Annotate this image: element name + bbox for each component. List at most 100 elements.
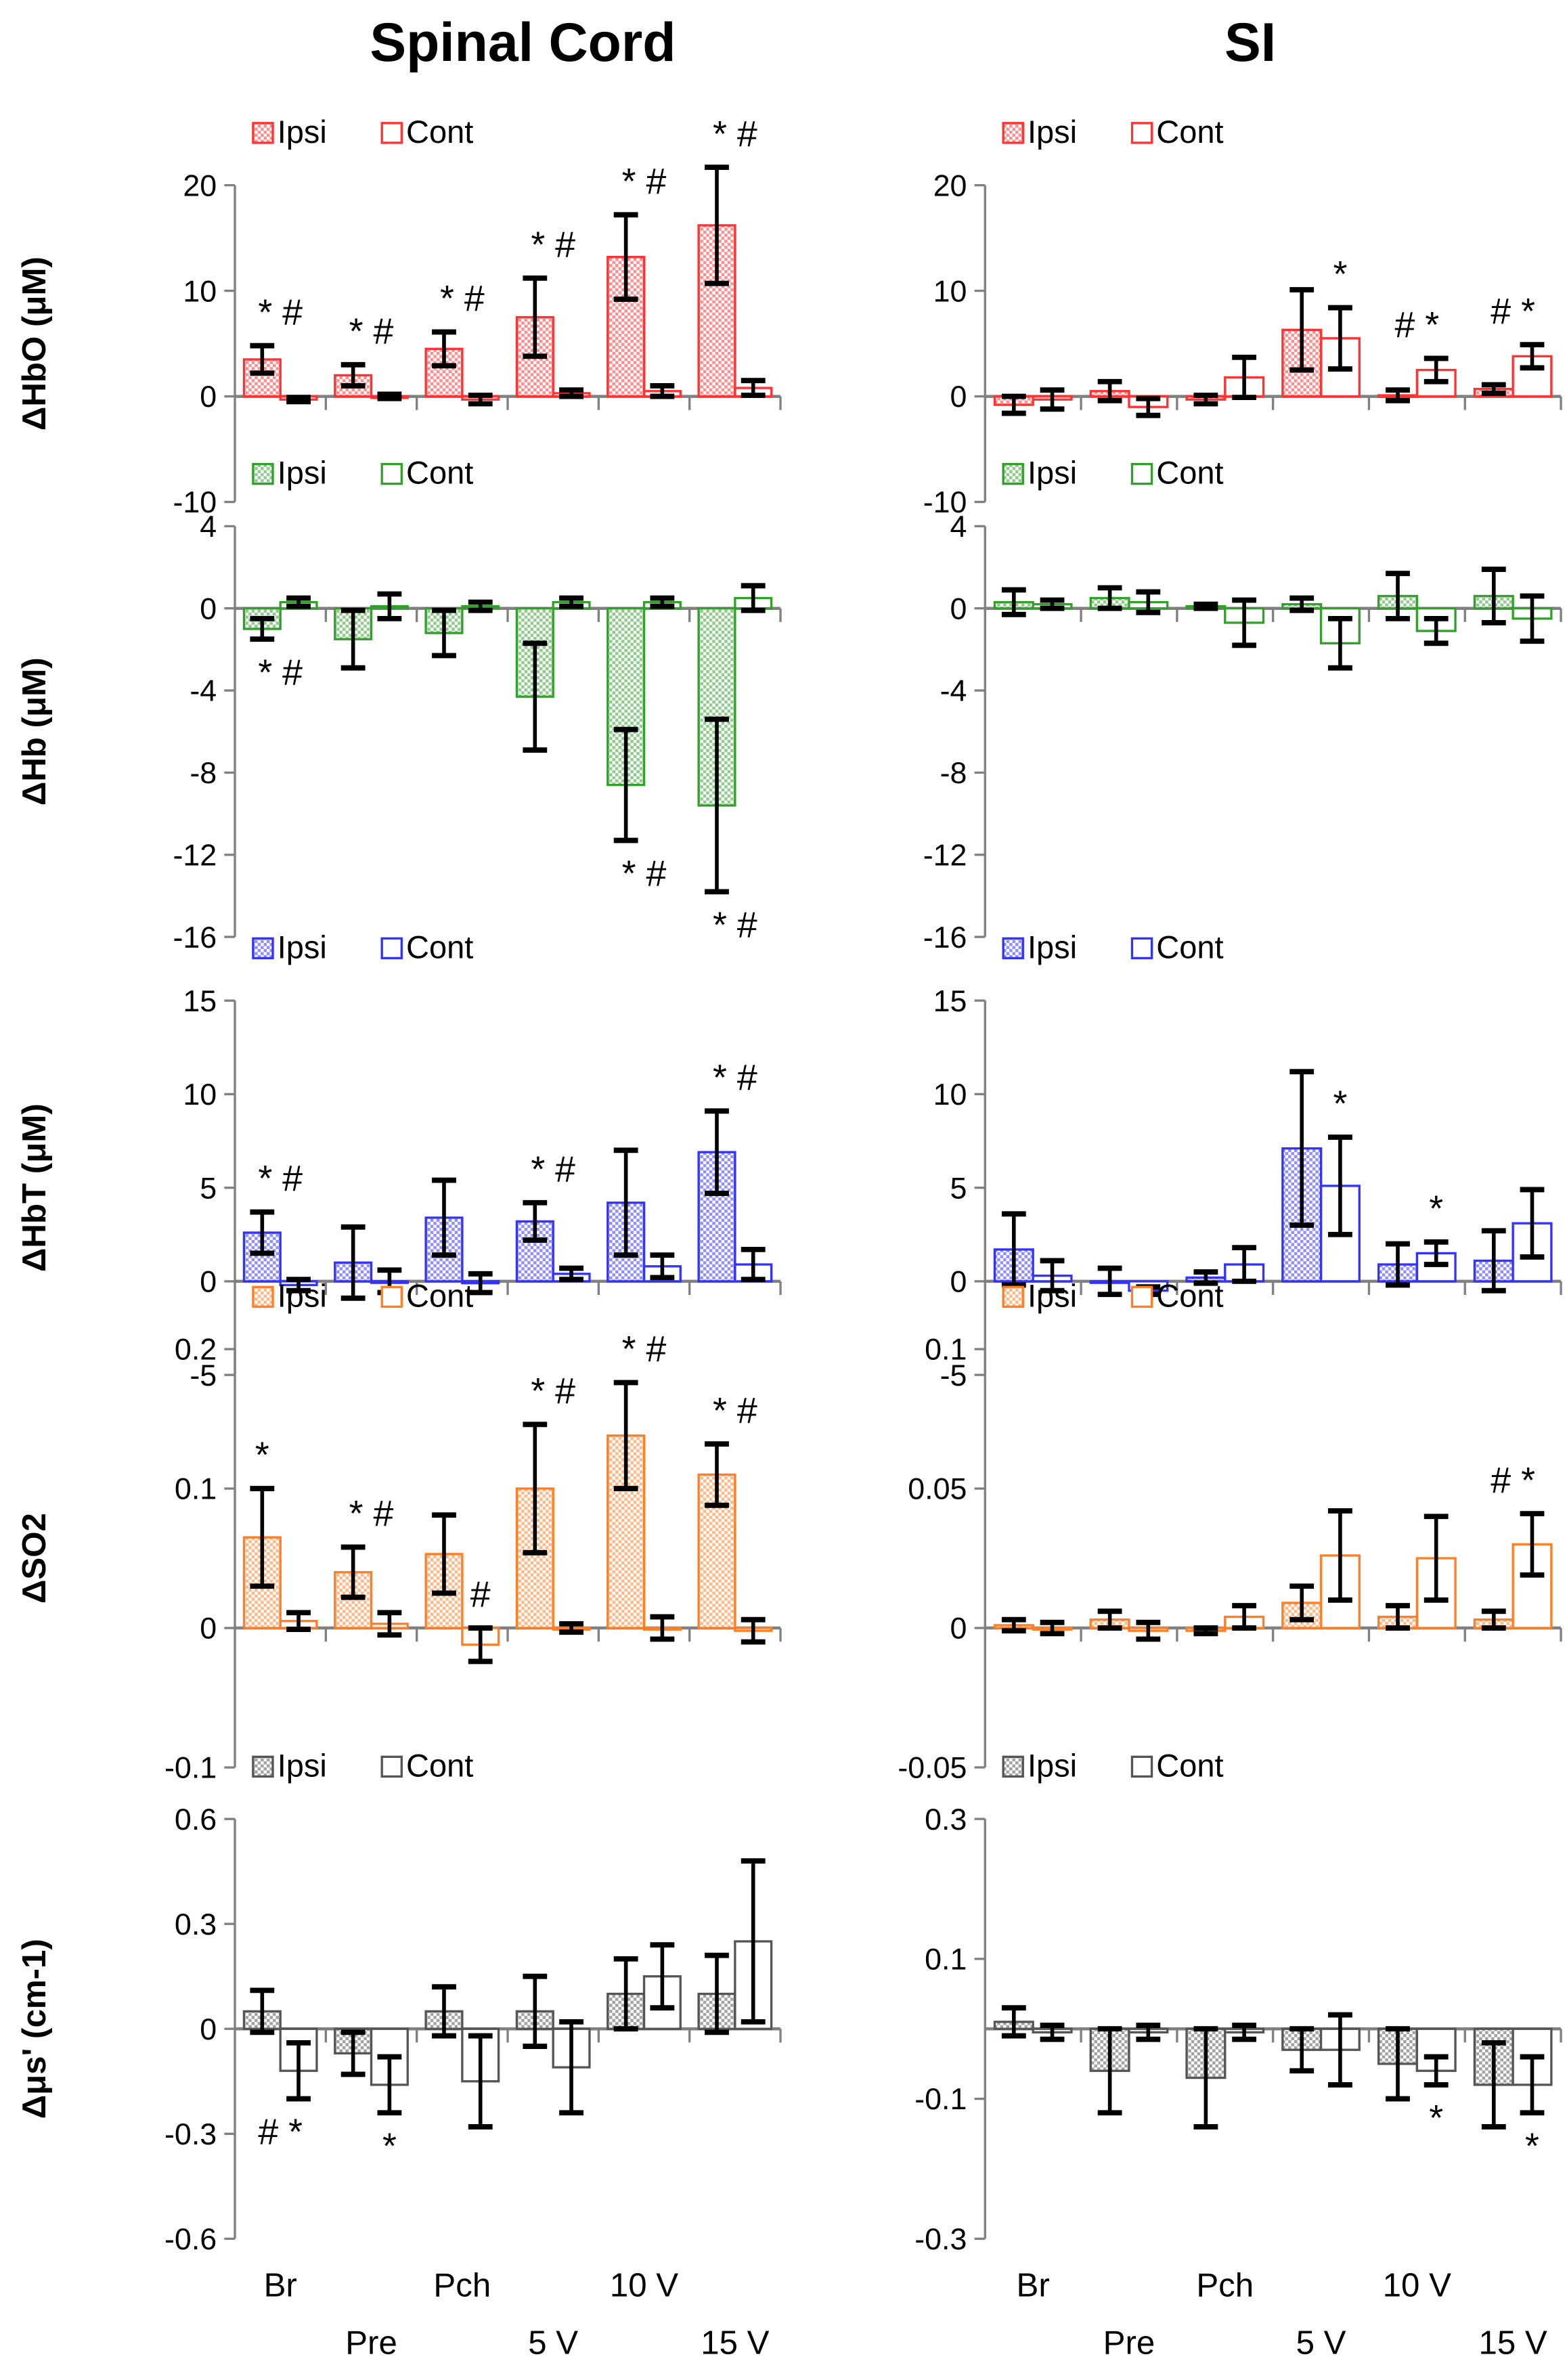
legend-swatch-cont: [1130, 1755, 1153, 1778]
significance-marker: *: [1333, 1084, 1347, 1124]
y-tick-label: -12: [923, 838, 967, 872]
chart-panel-hb-sc: 4 0 -4 -8 -12 -16 * # * # * # Ipsi Cont ΔHb (μM): [16, 455, 782, 954]
chart-panel-so2-sc: 0.2 0.1 0 -0.1 * * # # * # * # * # Ipsi Cont ΔSO2: [16, 1277, 782, 1785]
y-tick-label: 10: [933, 274, 967, 308]
significance-marker: *: [1525, 2125, 1539, 2166]
y-tick-label: 0.05: [908, 1472, 967, 1506]
y-tick-label: 0.3: [175, 1908, 217, 1941]
y-tick-label: -5: [190, 1359, 217, 1392]
y-axis-label: ΔSO2: [16, 1513, 53, 1604]
significance-marker: * #: [349, 1493, 394, 1534]
legend-label-cont: Cont: [1156, 1277, 1223, 1313]
legend-swatch-cont: [380, 122, 403, 144]
legend-label-cont: Cont: [406, 455, 473, 491]
significance-marker: *: [1429, 2098, 1443, 2138]
significance-marker: *: [382, 2125, 397, 2166]
y-tick-label: 0: [200, 380, 217, 414]
y-tick-label: 0: [200, 1612, 217, 1646]
significance-marker: *: [1429, 1188, 1443, 1229]
y-tick-label: 15: [933, 984, 967, 1018]
x-category-label: 15 V: [701, 2324, 769, 2361]
y-tick-label: 4: [200, 510, 217, 544]
legend-swatch-ipsi: [252, 1285, 274, 1308]
x-category-label: Pch: [433, 2266, 491, 2304]
y-tick-label: 0: [950, 1612, 967, 1646]
y-tick-label: 5: [950, 1171, 967, 1205]
x-category-label: 5 V: [528, 2324, 578, 2361]
legend-label-ipsi: Ipsi: [278, 114, 327, 150]
significance-marker: * #: [531, 1371, 575, 1411]
significance-marker: * #: [258, 652, 303, 692]
chart-panel-hbo-si: 20 10 0 -10 * # * # * Ipsi Cont: [923, 114, 1562, 519]
legend-label-ipsi: Ipsi: [278, 455, 327, 491]
y-tick-label: 0: [200, 1265, 217, 1299]
legend-label-cont: Cont: [406, 1747, 473, 1783]
legend-label-ipsi: Ipsi: [1028, 455, 1077, 491]
legend-label-ipsi: Ipsi: [278, 1747, 327, 1783]
significance-marker: * #: [258, 292, 303, 332]
x-category-label: Pch: [1196, 2266, 1254, 2304]
x-category-label: 5 V: [1296, 2324, 1346, 2361]
significance-marker: # *: [1491, 291, 1535, 332]
y-tick-label: 20: [933, 169, 967, 202]
legend-label-ipsi: Ipsi: [278, 929, 327, 965]
y-tick-label: -10: [173, 485, 217, 519]
title-spinal-cord: Spinal Cord: [370, 12, 676, 73]
y-tick-label: -0.3: [164, 2117, 217, 2151]
legend-label-cont: Cont: [1156, 114, 1223, 150]
legend-swatch-cont: [1130, 937, 1153, 960]
y-tick-label: -4: [190, 674, 217, 708]
y-tick-label: -0.05: [898, 1751, 967, 1785]
x-category-label: 15 V: [1478, 2324, 1547, 2361]
chart-panel-mus-si: 0.3 0.1 -0.1 -0.3 * * Ipsi Cont: [914, 1747, 1562, 2256]
x-category-label: Pre: [345, 2324, 397, 2361]
legend-label-cont: Cont: [406, 929, 473, 965]
y-tick-label: 10: [183, 1078, 217, 1111]
legend-swatch-cont: [380, 1755, 403, 1778]
y-tick-label: 0.6: [175, 1803, 217, 1836]
y-tick-label: -0.1: [914, 2082, 967, 2116]
y-tick-label: 4: [950, 510, 967, 544]
significance-marker: *: [255, 1435, 269, 1476]
y-tick-label: 0: [950, 592, 967, 625]
legend-swatch-ipsi: [1002, 462, 1024, 485]
legend-swatch-ipsi: [252, 122, 274, 144]
legend-swatch-ipsi: [252, 1755, 274, 1778]
chart-panel-hb-si: 4 0 -4 -8 -12 -16 Ipsi Cont: [923, 455, 1562, 954]
chart-panel-mus-sc: 0.6 0.3 0 -0.3 -0.6 # * * Ipsi Cont Δμs' (cm-1): [16, 1747, 782, 2256]
significance-marker: * #: [713, 114, 757, 154]
y-tick-label: 0: [200, 2012, 217, 2046]
legend-swatch-cont: [380, 937, 403, 960]
x-category-label: 10 V: [1383, 2266, 1451, 2304]
legend-swatch-cont: [1130, 1285, 1153, 1308]
significance-marker: * #: [622, 161, 667, 202]
significance-marker: * #: [622, 1329, 667, 1369]
significance-marker: * #: [713, 1057, 757, 1098]
y-tick-label: -0.6: [164, 2222, 217, 2256]
x-category-label: Br: [1017, 2266, 1050, 2304]
significance-marker: * #: [440, 278, 485, 319]
x-category-label: Pre: [1103, 2324, 1155, 2361]
legend-label-ipsi: Ipsi: [1028, 114, 1077, 150]
legend-label-cont: Cont: [1156, 455, 1223, 491]
legend-swatch-cont: [380, 1285, 403, 1308]
significance-marker: *: [1333, 254, 1347, 294]
y-tick-label: -12: [173, 838, 217, 872]
y-tick-label: 0.3: [925, 1803, 967, 1836]
y-tick-label: 10: [183, 274, 217, 308]
legend-swatch-ipsi: [252, 937, 274, 960]
legend-swatch-ipsi: [1002, 1755, 1024, 1778]
legend-swatch-ipsi: [1002, 937, 1024, 960]
chart-panel-hbt-si: 15 10 5 0 -5 * * Ipsi Cont: [933, 929, 1562, 1392]
x-category-label: 10 V: [610, 2266, 678, 2304]
significance-marker: * #: [531, 1149, 575, 1189]
significance-marker: # *: [258, 2112, 303, 2153]
y-tick-label: 0.2: [175, 1333, 217, 1367]
y-tick-label: 0: [200, 592, 217, 625]
significance-marker: #: [470, 1574, 491, 1615]
y-tick-label: -10: [923, 485, 967, 519]
y-tick-label: 0.1: [925, 1943, 967, 1977]
significance-marker: * #: [713, 1390, 757, 1431]
y-tick-label: 0.1: [925, 1333, 967, 1367]
y-tick-label: -4: [940, 674, 967, 708]
